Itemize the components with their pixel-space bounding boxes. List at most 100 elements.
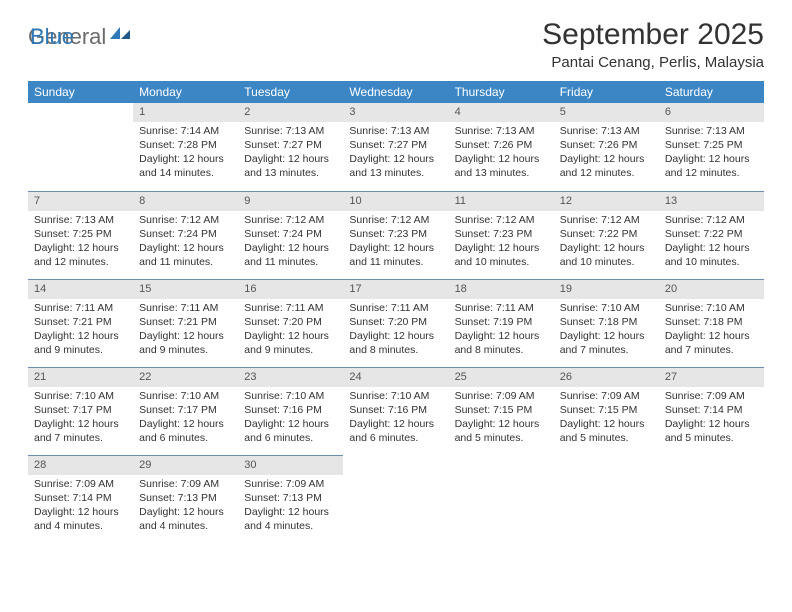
day-info: Sunrise: 7:09 AMSunset: 7:14 PMDaylight:… xyxy=(659,387,764,450)
logo-sail-icon xyxy=(108,25,132,41)
page-title: September 2025 xyxy=(542,18,764,52)
day-info: Sunrise: 7:13 AMSunset: 7:25 PMDaylight:… xyxy=(659,122,764,185)
calendar-day-cell: 4Sunrise: 7:13 AMSunset: 7:26 PMDaylight… xyxy=(449,103,554,191)
day-info: Sunrise: 7:13 AMSunset: 7:25 PMDaylight:… xyxy=(28,211,133,274)
calendar-day-cell xyxy=(554,455,659,543)
calendar-day-cell: 29Sunrise: 7:09 AMSunset: 7:13 PMDayligh… xyxy=(133,455,238,543)
day-number: 30 xyxy=(238,455,343,475)
calendar-day-cell: 21Sunrise: 7:10 AMSunset: 7:17 PMDayligh… xyxy=(28,367,133,455)
day-info: Sunrise: 7:13 AMSunset: 7:27 PMDaylight:… xyxy=(343,122,448,185)
day-info: Sunrise: 7:11 AMSunset: 7:20 PMDaylight:… xyxy=(238,299,343,362)
calendar-day-cell: 22Sunrise: 7:10 AMSunset: 7:17 PMDayligh… xyxy=(133,367,238,455)
weekday-header-row: Sunday Monday Tuesday Wednesday Thursday… xyxy=(28,81,764,103)
day-number: 4 xyxy=(449,103,554,122)
location: Pantai Cenang, Perlis, Malaysia xyxy=(542,54,764,71)
calendar-day-cell: 10Sunrise: 7:12 AMSunset: 7:23 PMDayligh… xyxy=(343,191,448,279)
day-number: 8 xyxy=(133,191,238,211)
calendar-day-cell: 20Sunrise: 7:10 AMSunset: 7:18 PMDayligh… xyxy=(659,279,764,367)
calendar-day-cell: 1Sunrise: 7:14 AMSunset: 7:28 PMDaylight… xyxy=(133,103,238,191)
calendar-day-cell xyxy=(343,455,448,543)
calendar-day-cell: 2Sunrise: 7:13 AMSunset: 7:27 PMDaylight… xyxy=(238,103,343,191)
day-info: Sunrise: 7:12 AMSunset: 7:24 PMDaylight:… xyxy=(133,211,238,274)
day-number: 6 xyxy=(659,103,764,122)
day-number: 17 xyxy=(343,279,448,299)
day-info: Sunrise: 7:09 AMSunset: 7:15 PMDaylight:… xyxy=(449,387,554,450)
calendar-day-cell: 7Sunrise: 7:13 AMSunset: 7:25 PMDaylight… xyxy=(28,191,133,279)
day-number: 13 xyxy=(659,191,764,211)
day-info: Sunrise: 7:09 AMSunset: 7:15 PMDaylight:… xyxy=(554,387,659,450)
day-number: 16 xyxy=(238,279,343,299)
day-number: 9 xyxy=(238,191,343,211)
calendar-day-cell: 17Sunrise: 7:11 AMSunset: 7:20 PMDayligh… xyxy=(343,279,448,367)
calendar-day-cell: 12Sunrise: 7:12 AMSunset: 7:22 PMDayligh… xyxy=(554,191,659,279)
calendar-body: 1Sunrise: 7:14 AMSunset: 7:28 PMDaylight… xyxy=(28,103,764,543)
day-number: 11 xyxy=(449,191,554,211)
page: General September 2025 Pantai Cenang, Pe… xyxy=(0,0,792,543)
day-number: 5 xyxy=(554,103,659,122)
calendar-day-cell: 27Sunrise: 7:09 AMSunset: 7:14 PMDayligh… xyxy=(659,367,764,455)
day-info: Sunrise: 7:10 AMSunset: 7:18 PMDaylight:… xyxy=(554,299,659,362)
day-number: 19 xyxy=(554,279,659,299)
day-info: Sunrise: 7:10 AMSunset: 7:16 PMDaylight:… xyxy=(343,387,448,450)
calendar-day-cell: 11Sunrise: 7:12 AMSunset: 7:23 PMDayligh… xyxy=(449,191,554,279)
calendar-day-cell: 25Sunrise: 7:09 AMSunset: 7:15 PMDayligh… xyxy=(449,367,554,455)
day-info: Sunrise: 7:13 AMSunset: 7:26 PMDaylight:… xyxy=(554,122,659,185)
calendar-day-cell: 30Sunrise: 7:09 AMSunset: 7:13 PMDayligh… xyxy=(238,455,343,543)
day-info: Sunrise: 7:09 AMSunset: 7:13 PMDaylight:… xyxy=(133,475,238,538)
day-number: 20 xyxy=(659,279,764,299)
day-number: 24 xyxy=(343,367,448,387)
weekday-header: Thursday xyxy=(449,81,554,103)
day-info: Sunrise: 7:12 AMSunset: 7:23 PMDaylight:… xyxy=(343,211,448,274)
calendar-week-row: 7Sunrise: 7:13 AMSunset: 7:25 PMDaylight… xyxy=(28,191,764,279)
day-number: 15 xyxy=(133,279,238,299)
logo-text-blue: Blue xyxy=(30,24,74,50)
day-number: 21 xyxy=(28,367,133,387)
day-number: 3 xyxy=(343,103,448,122)
calendar-week-row: 1Sunrise: 7:14 AMSunset: 7:28 PMDaylight… xyxy=(28,103,764,191)
day-info: Sunrise: 7:11 AMSunset: 7:20 PMDaylight:… xyxy=(343,299,448,362)
calendar-day-cell: 15Sunrise: 7:11 AMSunset: 7:21 PMDayligh… xyxy=(133,279,238,367)
weekday-header: Tuesday xyxy=(238,81,343,103)
calendar-week-row: 14Sunrise: 7:11 AMSunset: 7:21 PMDayligh… xyxy=(28,279,764,367)
weekday-header: Saturday xyxy=(659,81,764,103)
day-info: Sunrise: 7:09 AMSunset: 7:13 PMDaylight:… xyxy=(238,475,343,538)
day-info: Sunrise: 7:10 AMSunset: 7:16 PMDaylight:… xyxy=(238,387,343,450)
calendar-week-row: 21Sunrise: 7:10 AMSunset: 7:17 PMDayligh… xyxy=(28,367,764,455)
day-info: Sunrise: 7:14 AMSunset: 7:28 PMDaylight:… xyxy=(133,122,238,185)
day-number: 23 xyxy=(238,367,343,387)
day-info: Sunrise: 7:09 AMSunset: 7:14 PMDaylight:… xyxy=(28,475,133,538)
calendar-day-cell: 3Sunrise: 7:13 AMSunset: 7:27 PMDaylight… xyxy=(343,103,448,191)
weekday-header: Sunday xyxy=(28,81,133,103)
day-info: Sunrise: 7:12 AMSunset: 7:22 PMDaylight:… xyxy=(554,211,659,274)
day-info: Sunrise: 7:11 AMSunset: 7:21 PMDaylight:… xyxy=(133,299,238,362)
day-info: Sunrise: 7:10 AMSunset: 7:17 PMDaylight:… xyxy=(28,387,133,450)
day-info: Sunrise: 7:10 AMSunset: 7:17 PMDaylight:… xyxy=(133,387,238,450)
day-info: Sunrise: 7:12 AMSunset: 7:24 PMDaylight:… xyxy=(238,211,343,274)
calendar-day-cell: 6Sunrise: 7:13 AMSunset: 7:25 PMDaylight… xyxy=(659,103,764,191)
calendar-day-cell: 28Sunrise: 7:09 AMSunset: 7:14 PMDayligh… xyxy=(28,455,133,543)
weekday-header: Friday xyxy=(554,81,659,103)
calendar-day-cell: 13Sunrise: 7:12 AMSunset: 7:22 PMDayligh… xyxy=(659,191,764,279)
weekday-header: Monday xyxy=(133,81,238,103)
calendar-day-cell: 5Sunrise: 7:13 AMSunset: 7:26 PMDaylight… xyxy=(554,103,659,191)
calendar-day-cell xyxy=(449,455,554,543)
day-info: Sunrise: 7:12 AMSunset: 7:22 PMDaylight:… xyxy=(659,211,764,274)
day-number: 22 xyxy=(133,367,238,387)
calendar-week-row: 28Sunrise: 7:09 AMSunset: 7:14 PMDayligh… xyxy=(28,455,764,543)
day-number: 26 xyxy=(554,367,659,387)
calendar-day-cell: 23Sunrise: 7:10 AMSunset: 7:16 PMDayligh… xyxy=(238,367,343,455)
calendar-day-cell: 26Sunrise: 7:09 AMSunset: 7:15 PMDayligh… xyxy=(554,367,659,455)
day-info: Sunrise: 7:13 AMSunset: 7:26 PMDaylight:… xyxy=(449,122,554,185)
day-info: Sunrise: 7:11 AMSunset: 7:19 PMDaylight:… xyxy=(449,299,554,362)
day-number: 2 xyxy=(238,103,343,122)
calendar-day-cell: 18Sunrise: 7:11 AMSunset: 7:19 PMDayligh… xyxy=(449,279,554,367)
title-block: September 2025 Pantai Cenang, Perlis, Ma… xyxy=(542,18,764,71)
day-number: 7 xyxy=(28,191,133,211)
day-number: 27 xyxy=(659,367,764,387)
calendar-day-cell: 9Sunrise: 7:12 AMSunset: 7:24 PMDaylight… xyxy=(238,191,343,279)
day-number: 12 xyxy=(554,191,659,211)
day-info: Sunrise: 7:12 AMSunset: 7:23 PMDaylight:… xyxy=(449,211,554,274)
day-number: 25 xyxy=(449,367,554,387)
calendar-day-cell: 8Sunrise: 7:12 AMSunset: 7:24 PMDaylight… xyxy=(133,191,238,279)
day-info: Sunrise: 7:11 AMSunset: 7:21 PMDaylight:… xyxy=(28,299,133,362)
